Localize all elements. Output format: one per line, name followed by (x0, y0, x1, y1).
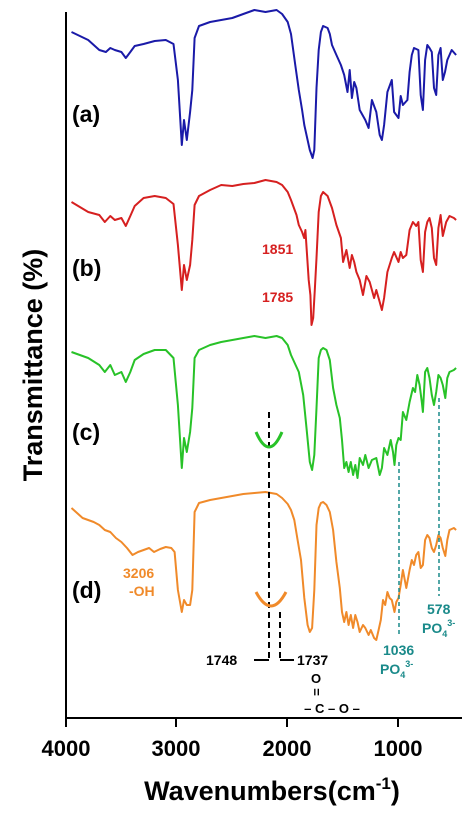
green-arc-marker (254, 431, 284, 449)
annotation-1036-po4: PO43- (380, 659, 413, 680)
panel-label-c: (c) (72, 419, 100, 445)
spectrum-line-a (71, 9, 457, 159)
x-tick-label-1000: 1000 (374, 736, 423, 761)
annotation-1036: 1036 (383, 642, 414, 658)
po4-1036-base: PO (380, 661, 400, 677)
carbonyl-double-bond: = (309, 688, 324, 696)
po4-578-sup: 3- (447, 618, 455, 628)
x-axis-title-main: Wavenumbers (144, 776, 328, 806)
spectrum-line-b (70, 179, 457, 326)
x-tick-label-2000: 2000 (263, 736, 312, 761)
orange-arc-marker (254, 591, 288, 608)
po4-578-base: PO (422, 620, 442, 636)
x-axis-title-unit: (cm (328, 776, 376, 806)
annotation-oh: -OH (129, 583, 155, 599)
annotation-1851: 1851 (262, 241, 293, 257)
annotation-1785: 1785 (262, 289, 293, 305)
po4-578-sub: 4 (442, 629, 447, 639)
carbonyl-o: O (311, 671, 321, 686)
series-layer (70, 9, 457, 641)
x-tick-label-3000: 3000 (152, 736, 201, 761)
po4-1036-sup: 3- (405, 659, 413, 669)
annotation-578-po4: PO43- (422, 618, 455, 639)
po4-1036-sub: 4 (400, 670, 405, 680)
x-tick-label-4000: 4000 (42, 736, 91, 761)
y-axis-title: Transmittance (%) (18, 249, 48, 482)
annotation-3206: 3206 (123, 565, 154, 581)
x-axis-title-unit-close: ) (391, 776, 400, 806)
spectrum-line-d (70, 491, 457, 641)
x-axis-title-unit-sup: -1 (376, 774, 391, 793)
annotation-578: 578 (427, 601, 451, 617)
panel-label-d: (d) (72, 577, 101, 603)
annotation-1748: 1748 (206, 652, 237, 668)
panel-label-b: (b) (72, 255, 101, 281)
annotation-1737: 1737 (297, 652, 328, 668)
panel-label-a: (a) (72, 101, 100, 127)
carbonyl-cos: – C – O – (304, 701, 360, 716)
spectrum-line-c (71, 335, 457, 479)
x-axis-title: Wavenumbers(cm-1) (144, 774, 400, 806)
